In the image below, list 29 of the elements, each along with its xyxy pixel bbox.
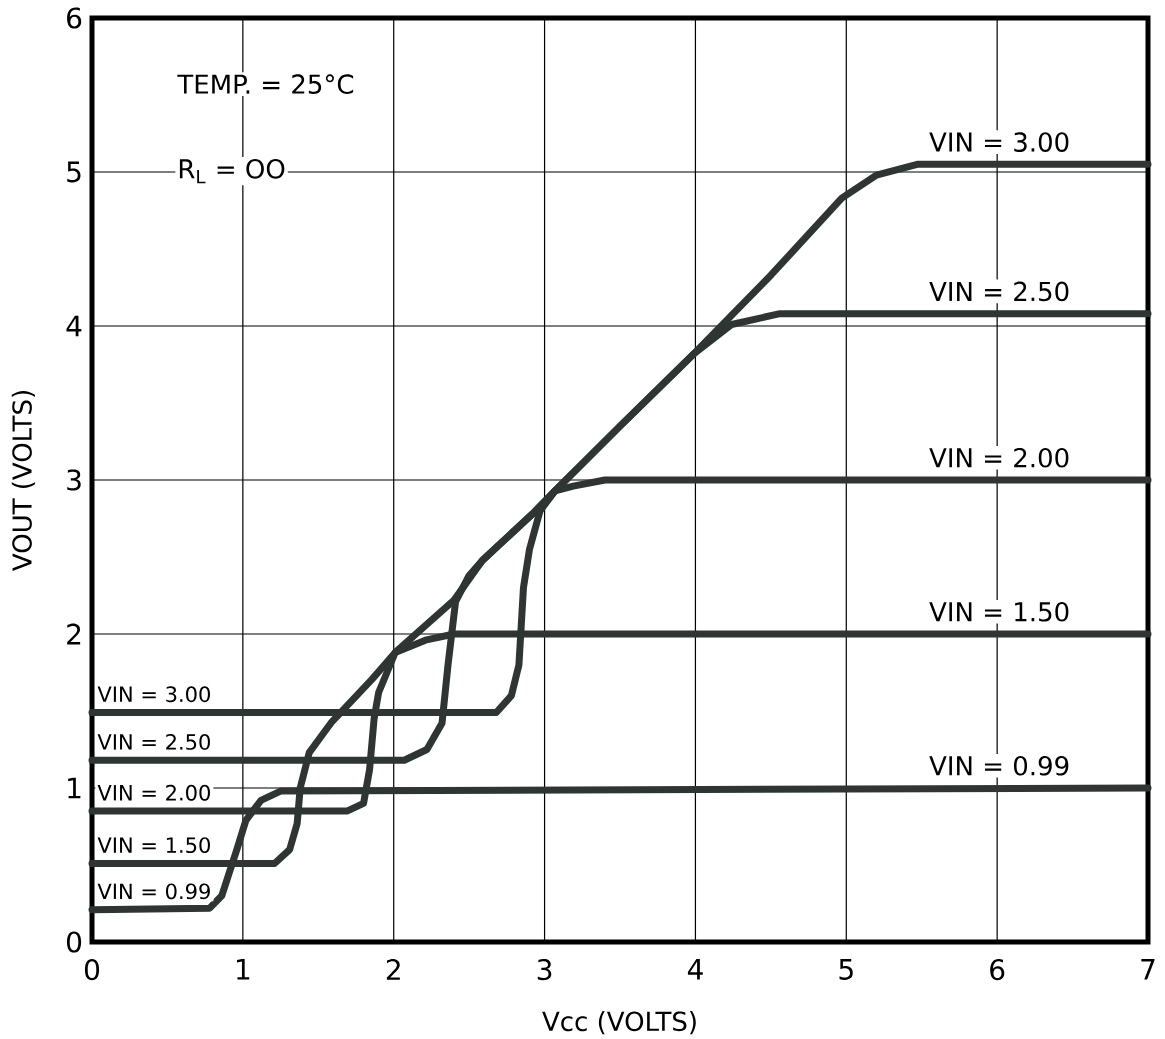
series-label: VIN = 0.99 — [97, 883, 210, 900]
x-tick-label: 0 — [84, 959, 100, 981]
text: VIN = 0.99 — [929, 755, 1069, 776]
x-tick-label: 2 — [386, 959, 400, 980]
x-axis-title: Vcc (VOLTS) — [542, 1011, 696, 1035]
x-tick-label: 1 — [237, 959, 250, 980]
y-tick-label: 6 — [67, 7, 82, 29]
series-label: VIN = 3.00 — [97, 686, 210, 703]
series-label: VIN = 1.50 — [97, 837, 210, 854]
x-tick-label: 3 — [537, 959, 552, 981]
y-tick-label: 0 — [66, 931, 82, 953]
text: VIN = 2.00 — [929, 447, 1069, 468]
x-tick-label: 5 — [839, 959, 853, 980]
text: VIN = 1.50 — [929, 601, 1069, 622]
y-axis-title: VOUT (VOLTS) — [11, 391, 35, 571]
annotation: R$_{L}$ = OO — [179, 159, 285, 184]
series-label: VIN = 2.50 — [97, 734, 210, 750]
x-tick-label: 7 — [1141, 959, 1155, 980]
y-tick-label: 5 — [67, 161, 81, 183]
y-tick-label: 1 — [68, 777, 81, 799]
text: VIN = 3.00 — [929, 132, 1069, 152]
y-tick-label: 2 — [67, 623, 81, 645]
y-tick-label: 4 — [66, 315, 82, 337]
series-label: VIN = 2.00 — [97, 784, 210, 801]
x-tick-label: 6 — [990, 959, 1005, 981]
text: VIN = 2.50 — [929, 281, 1069, 302]
annotation: TEMP. = 25°C — [177, 74, 354, 94]
x-tick-label: 4 — [687, 959, 703, 980]
y-tick-label: 3 — [67, 469, 81, 491]
